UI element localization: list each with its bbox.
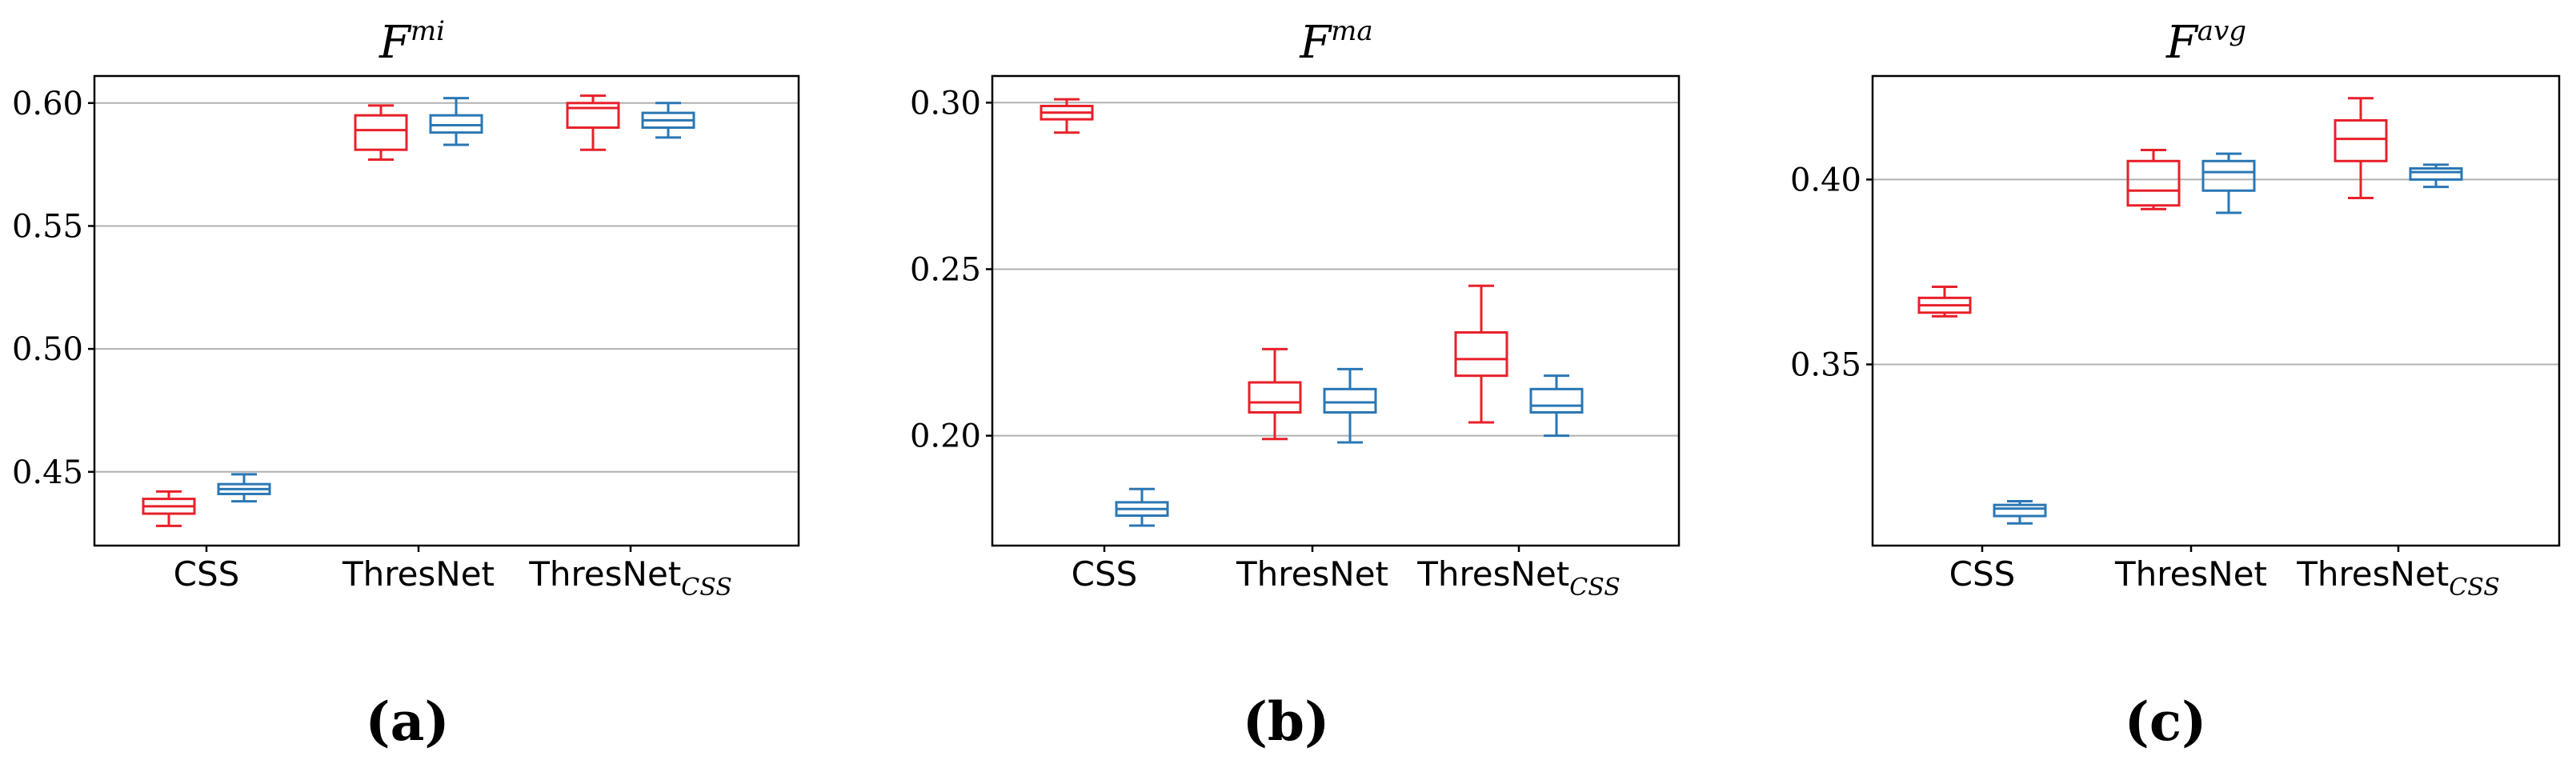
panel-b-ytick-label: 0.25 [910, 251, 981, 288]
panel-a-frame [93, 74, 800, 547]
panel-a: Fmi 0.45 0.50 0.55 0.60 CSS ThresNet ThresNet… [12, 15, 800, 753]
box-c-blue-0 [1993, 500, 2047, 525]
box-a-red-0 [142, 490, 196, 527]
box-body [1323, 387, 1377, 414]
box-body [2201, 159, 2256, 192]
panel-a-grid [94, 102, 799, 473]
box-a-blue-0 [217, 473, 271, 503]
box-body [1248, 381, 1302, 414]
box-b-red-0 [1040, 98, 1094, 134]
box-a-red-2 [566, 94, 620, 151]
panel-b-boxes [1040, 98, 1584, 527]
panel-c-boxes [1917, 97, 2463, 525]
box-c-blue-2 [2409, 163, 2463, 189]
box-body [354, 114, 408, 151]
box-c-blue-1 [2201, 152, 2256, 214]
panel-c: Favg 0.35 0.40 CSS ThresNet ThresNetCSS (c) [1790, 15, 2561, 753]
panel-c-ytick-label: 0.40 [1790, 162, 1861, 198]
panel-a-xticks: CSS ThresNet ThresNetCSS [174, 546, 732, 602]
panel-a-yticks: 0.45 0.50 0.55 0.60 [12, 86, 94, 491]
panel-c-title: Favg [2165, 15, 2246, 69]
panel-c-frame [1871, 74, 2561, 547]
box-c-red-0 [1917, 285, 1972, 318]
box-b-red-2 [1454, 284, 1508, 424]
box-b-red-1 [1248, 347, 1302, 441]
panel-b: Fma 0.200.250.30 CSS ThresNet ThresNetCSS … [910, 15, 1681, 753]
box-body [566, 102, 620, 130]
panel-a-ytick-label: 0.55 [12, 208, 83, 245]
panel-c-yticks: 0.35 0.40 [1790, 162, 1873, 384]
box-body [2409, 167, 2463, 181]
box-body [1529, 387, 1584, 414]
box-c-red-2 [2334, 97, 2388, 200]
panel-a-xtick-label: ThresNetCSS [528, 554, 732, 602]
panel-c-xtick-label: ThresNet [2114, 554, 2267, 594]
box-c-red-1 [2126, 148, 2181, 210]
panel-b-xticks: CSS ThresNet ThresNetCSS [1072, 546, 1621, 602]
box-body [2334, 118, 2388, 162]
panel-b-yticks: 0.20 0.25 0.30 [910, 85, 992, 455]
box-b-blue-0 [1115, 487, 1169, 527]
panel-a-label: (a) [365, 690, 449, 753]
panel-a-title: Fmi [379, 15, 445, 69]
panel-b-xtick-label: ThresNet [1236, 554, 1388, 594]
box-body [1454, 331, 1508, 378]
panel-c-xtick-label: CSS [1949, 554, 2016, 594]
box-a-blue-1 [429, 97, 483, 146]
panel-b-ytick-label: 0.30 [910, 85, 981, 122]
panel-b-title: Fma [1299, 15, 1372, 69]
box-body [429, 114, 483, 134]
panel-c-label: (c) [2125, 690, 2207, 753]
panel-b-grid [992, 102, 1679, 437]
box-a-blue-2 [641, 102, 695, 139]
panel-b-frame [991, 74, 1681, 547]
panel-b-xtick-label: CSS [1072, 554, 1138, 594]
panel-a-ytick-label: 0.60 [12, 86, 83, 122]
panel-a-ytick-label: 0.45 [12, 454, 83, 491]
box-body [2126, 159, 2181, 207]
panel-a-ytick-label: 0.50 [12, 331, 83, 368]
box-b-blue-1 [1323, 367, 1377, 444]
panel-b-label: (b) [1243, 690, 1330, 753]
panel-a-xtick-label: ThresNet [342, 554, 495, 594]
panel-b-ytick-label: 0.20 [910, 418, 981, 455]
box-body [1993, 503, 2047, 518]
panel-b-xtick-label: ThresNetCSS [1416, 554, 1621, 602]
panel-c-grid [1873, 178, 2559, 366]
box-a-red-1 [354, 104, 408, 161]
panel-c-ytick-label: 0.35 [1790, 347, 1861, 384]
panel-a-boxes [142, 94, 695, 527]
panel-a-xtick-label: CSS [174, 554, 240, 594]
panel-c-xtick-label: ThresNetCSS [2296, 554, 2500, 602]
box-b-blue-2 [1529, 374, 1584, 438]
panel-c-xticks: CSS ThresNet ThresNetCSS [1949, 546, 2500, 602]
